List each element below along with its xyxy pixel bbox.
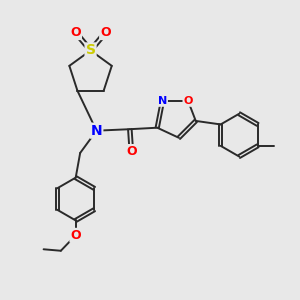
Text: N: N (158, 96, 167, 106)
Text: O: O (70, 26, 81, 39)
Text: O: O (100, 26, 111, 39)
Text: O: O (126, 145, 136, 158)
Text: N: N (91, 124, 102, 138)
Text: S: S (85, 44, 96, 57)
Text: O: O (183, 96, 193, 106)
Text: O: O (70, 229, 81, 242)
